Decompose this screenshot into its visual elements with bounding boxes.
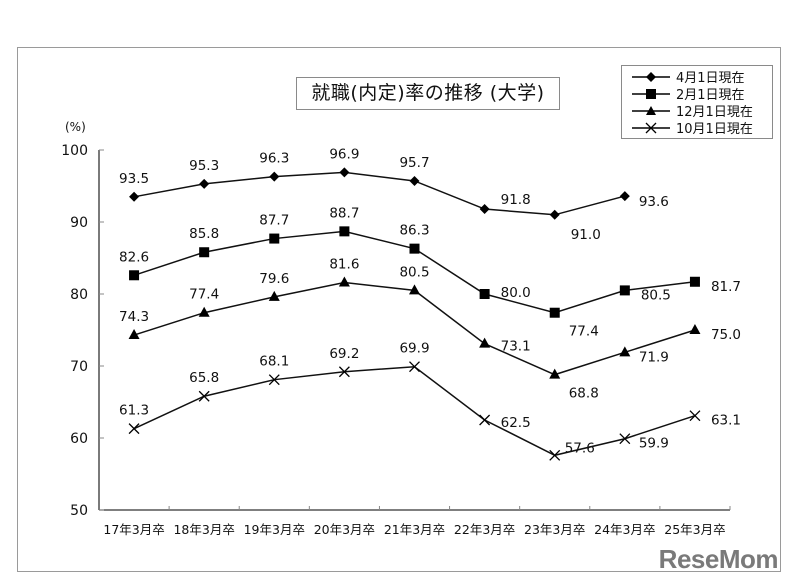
data-label: 74.3 xyxy=(119,309,149,325)
data-label: 86.3 xyxy=(399,223,429,239)
data-label: 81.7 xyxy=(711,279,741,295)
y-tick-label: 100 xyxy=(61,143,88,159)
data-label: 68.1 xyxy=(259,354,289,370)
data-label: 62.5 xyxy=(501,415,531,431)
data-label: 91.0 xyxy=(571,227,601,243)
data-label: 87.7 xyxy=(259,213,289,229)
data-label: 85.8 xyxy=(189,226,219,242)
legend-label: 4月1日現在 xyxy=(676,71,745,86)
data-label: 80.5 xyxy=(399,264,429,280)
x-tick-label: 25年3月卒 xyxy=(664,522,725,537)
legend-label: 10月1日現在 xyxy=(676,122,753,137)
chart-title: 就職(内定)率の推移 (大学) xyxy=(296,77,560,110)
square-marker-icon xyxy=(632,88,670,99)
x-tick-label: 21年3月卒 xyxy=(384,522,445,537)
data-label: 69.9 xyxy=(399,341,429,357)
data-label: 96.3 xyxy=(259,151,289,167)
y-tick-label: 60 xyxy=(70,431,88,447)
data-label: 65.8 xyxy=(189,370,219,386)
legend-label: 12月1日現在 xyxy=(676,105,753,120)
data-label: 88.7 xyxy=(329,205,359,221)
y-tick-label: 70 xyxy=(70,359,88,375)
watermark-logo: ReseMom xyxy=(658,544,779,574)
data-label: 73.1 xyxy=(501,339,531,355)
data-label: 57.6 xyxy=(565,440,595,456)
data-label: 80.0 xyxy=(501,285,531,301)
y-tick-label: 50 xyxy=(70,503,88,519)
legend-item-apr: 4月1日現在 xyxy=(630,68,772,86)
x-tick-label: 22年3月卒 xyxy=(454,522,515,537)
data-label: 81.6 xyxy=(329,256,359,272)
y-tick-label: 90 xyxy=(70,215,88,231)
series-0 xyxy=(129,167,630,220)
y-tick-label: 80 xyxy=(70,287,88,303)
data-label: 96.9 xyxy=(329,146,359,162)
diamond-marker-icon xyxy=(632,71,670,82)
chart-frame xyxy=(17,47,781,572)
data-label: 95.3 xyxy=(189,158,219,174)
x-tick-label: 18年3月卒 xyxy=(173,522,234,537)
data-label: 61.3 xyxy=(119,403,149,419)
x-tick-label: 23年3月卒 xyxy=(524,522,585,537)
data-label: 69.2 xyxy=(329,346,359,362)
data-label: 95.7 xyxy=(399,155,429,171)
x-tick-label: 20年3月卒 xyxy=(314,522,375,537)
data-label: 93.6 xyxy=(639,194,669,210)
data-label: 77.4 xyxy=(569,324,599,340)
y-axis-unit: (%) xyxy=(65,120,86,134)
triangle-marker-icon xyxy=(632,105,670,115)
x-tick-label: 19年3月卒 xyxy=(244,522,305,537)
series-1 xyxy=(129,226,700,318)
x-tick-label: 24年3月卒 xyxy=(594,522,655,537)
data-label: 71.9 xyxy=(639,349,669,365)
legend-item-feb: 2月1日現在 xyxy=(630,85,772,103)
data-label: 93.5 xyxy=(119,171,149,187)
data-label: 75.0 xyxy=(711,327,741,343)
data-label: 79.6 xyxy=(259,271,289,287)
legend-label: 2月1日現在 xyxy=(676,88,745,103)
legend-item-oct: 10月1日現在 xyxy=(630,119,772,137)
data-label: 63.1 xyxy=(711,413,741,429)
series-2 xyxy=(128,276,701,379)
x-marker-icon xyxy=(632,122,670,133)
data-label: 68.8 xyxy=(569,386,599,402)
data-label: 82.6 xyxy=(119,249,149,265)
data-label: 77.4 xyxy=(189,287,219,303)
data-label: 91.8 xyxy=(501,192,531,208)
legend-item-dec: 12月1日現在 xyxy=(630,102,772,120)
chart-legend: 4月1日現在 2月1日現在 12月1日現在 10月1日現在 xyxy=(621,65,773,139)
data-label: 59.9 xyxy=(639,436,669,452)
data-label: 80.5 xyxy=(641,287,671,303)
x-tick-label: 17年3月卒 xyxy=(103,522,164,537)
series-3 xyxy=(128,361,701,461)
